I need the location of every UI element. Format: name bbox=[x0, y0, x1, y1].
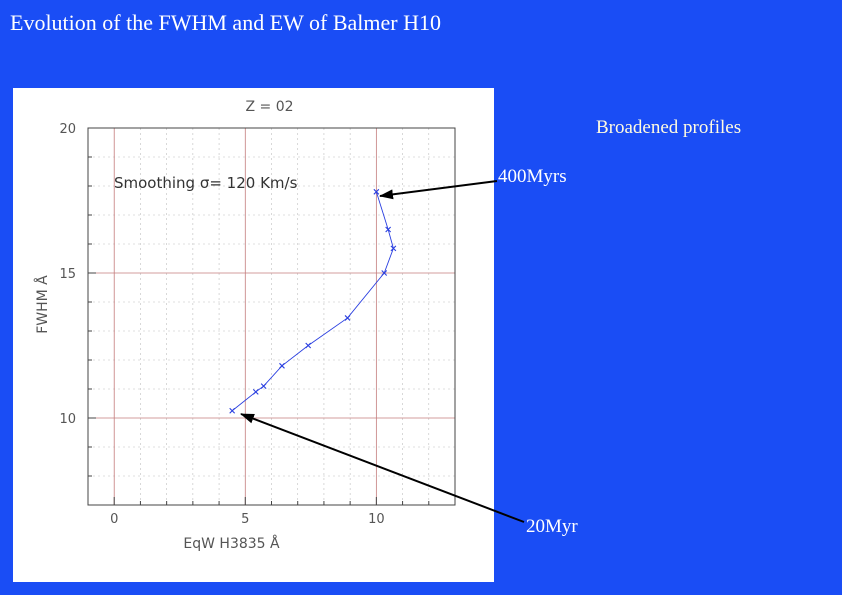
data-point bbox=[381, 270, 388, 276]
series-line bbox=[231, 191, 394, 412]
slide-title: Evolution of the FWHM and EW of Balmer H… bbox=[10, 10, 441, 35]
annotation-400myrs: 400Myrs bbox=[498, 166, 567, 187]
chart-svg: 0 5 10 10 15 20 EqW H3835 Å FWHM Å Z = 02 Smoothi… bbox=[34, 99, 456, 552]
chart-panel: 0 5 10 10 15 20 EqW H3835 Å FWHM Å Z = 02 Smoothi… bbox=[13, 88, 494, 582]
y-tick-label: 20 bbox=[59, 122, 76, 137]
data-point bbox=[305, 342, 312, 349]
y-tick-label: 15 bbox=[59, 267, 76, 282]
x-tick-label: 5 bbox=[241, 512, 249, 527]
y-axis-label: FWHM Å bbox=[34, 275, 51, 334]
data-point bbox=[373, 188, 380, 195]
chart-title: Z = 02 bbox=[245, 99, 293, 115]
data-point bbox=[252, 389, 259, 395]
data-point bbox=[390, 245, 397, 252]
arrow-20myr bbox=[240, 413, 525, 523]
smoothing-annotation: Smoothing σ= 120 Km/s bbox=[114, 174, 298, 192]
x-tick-label: 0 bbox=[110, 512, 118, 527]
arrow-400myrs bbox=[379, 180, 498, 200]
y-tick-label: 10 bbox=[59, 412, 76, 427]
data-point bbox=[385, 226, 392, 233]
broadened-profiles-label: Broadened profiles bbox=[596, 117, 742, 138]
data-point bbox=[229, 407, 236, 414]
annotation-20myr: 20Myr bbox=[526, 516, 578, 537]
data-point bbox=[344, 315, 351, 321]
x-tick-label: 10 bbox=[368, 512, 385, 527]
data-point bbox=[279, 362, 285, 369]
data-point bbox=[260, 383, 267, 389]
x-axis-label: EqW H3835 Å bbox=[183, 535, 280, 552]
